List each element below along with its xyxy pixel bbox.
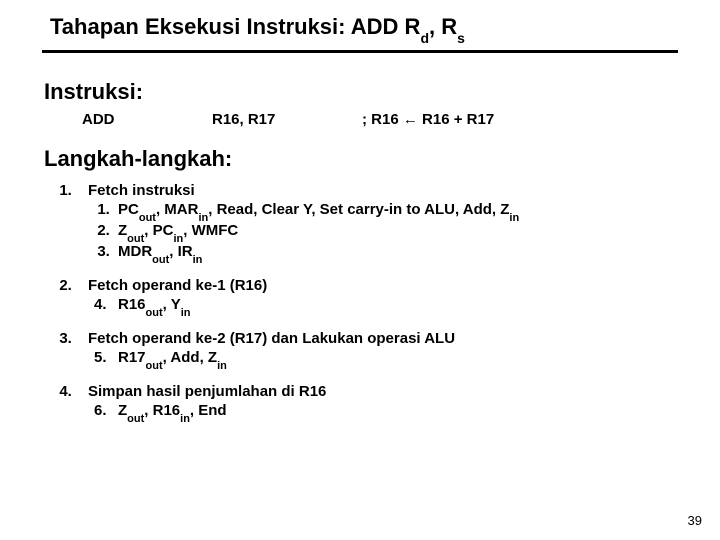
instruksi-heading: Instruksi: <box>44 79 678 105</box>
title-sub-s: s <box>457 30 465 46</box>
step-1-3: MDRout, IRin <box>114 243 678 263</box>
title-prefix: Tahapan Eksekusi Instruksi: ADD R <box>50 14 420 39</box>
step-2-substeps: R16out, Yin <box>88 296 678 316</box>
steps-heading: Langkah-langkah: <box>44 146 678 172</box>
page-number: 39 <box>688 513 702 528</box>
step-1-substeps: PCout, MARin, Read, Clear Y, Set carry-i… <box>88 201 678 263</box>
title-mid: , R <box>429 14 457 39</box>
instruction-line: ADD R16, R17 ; R16 ← R16 + R17 <box>82 111 678 128</box>
slide: Tahapan Eksekusi Instruksi: ADD Rd, Rs I… <box>0 0 720 540</box>
step-2: Fetch operand ke-1 (R16) R16out, Yin <box>76 277 678 316</box>
instr-comment: ; R16 ← R16 + R17 <box>362 111 494 128</box>
slide-title: Tahapan Eksekusi Instruksi: ADD Rd, Rs <box>42 14 678 53</box>
instr-add: ADD <box>82 111 212 128</box>
steps-list: Fetch instruksi PCout, MARin, Read, Clea… <box>42 182 678 422</box>
step-4-substeps: Zout, R16in, End <box>88 402 678 422</box>
step-1-2: Zout, PCin, WMFC <box>114 222 678 242</box>
step-3-substeps: R17out, Add, Zin <box>88 349 678 369</box>
step-1: Fetch instruksi PCout, MARin, Read, Clea… <box>76 182 678 263</box>
step-1-1: PCout, MARin, Read, Clear Y, Set carry-i… <box>114 201 678 221</box>
step-3-lead: Fetch operand ke-2 (R17) dan Lakukan ope… <box>88 330 678 347</box>
step-2-lead: Fetch operand ke-1 (R16) <box>88 277 678 294</box>
instr-args: R16, R17 <box>212 111 362 128</box>
step-3-5: R17out, Add, Zin <box>114 349 678 369</box>
step-2-4: R16out, Yin <box>114 296 678 316</box>
title-sub-d: d <box>420 30 429 46</box>
step-4-lead: Simpan hasil penjumlahan di R16 <box>88 383 678 400</box>
instr-comment-prefix: ; R16 <box>362 111 403 128</box>
step-3: Fetch operand ke-2 (R17) dan Lakukan ope… <box>76 330 678 369</box>
left-arrow-icon: ← <box>403 111 418 128</box>
step-1-lead: Fetch instruksi <box>88 182 678 199</box>
instr-comment-suffix: R16 + R17 <box>418 111 494 128</box>
step-4-6: Zout, R16in, End <box>114 402 678 422</box>
step-4: Simpan hasil penjumlahan di R16 Zout, R1… <box>76 383 678 422</box>
